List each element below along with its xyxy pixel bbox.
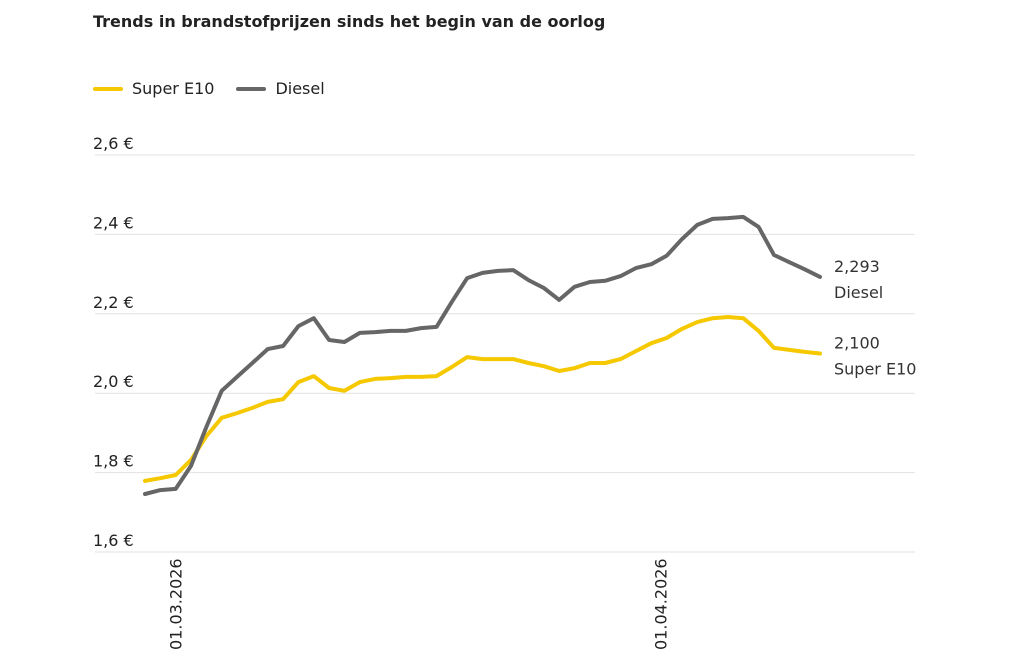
legend-item-super-e10: Super E10 (93, 79, 214, 98)
legend-item-diesel: Diesel (236, 79, 325, 98)
end-series-label: Super E10 (834, 360, 916, 379)
series-line-diesel (143, 214, 822, 496)
end-value-label: 2,100 (834, 334, 880, 353)
series-line-super-e10 (143, 315, 822, 483)
x-tick-label: 01.03.2026 (167, 558, 186, 650)
x-tick-label: 01.04.2026 (651, 558, 670, 650)
y-tick-label: 2,2 € (93, 293, 134, 312)
legend-swatch-super-e10 (93, 86, 123, 91)
legend-label: Super E10 (132, 79, 215, 98)
end-series-label: Diesel (834, 283, 883, 302)
legend: Super E10 Diesel (93, 79, 325, 98)
y-tick-label: 2,4 € (93, 213, 134, 232)
legend-label: Diesel (275, 79, 325, 98)
y-tick-label: 1,6 € (93, 531, 134, 550)
y-tick-label: 1,8 € (93, 452, 134, 471)
chart-title: Trends in brandstofprijzen sinds het beg… (93, 12, 606, 31)
y-tick-label: 2,6 € (93, 134, 134, 153)
legend-swatch-diesel (236, 86, 267, 91)
y-tick-label: 2,0 € (93, 372, 134, 391)
end-value-label: 2,293 (834, 257, 880, 276)
